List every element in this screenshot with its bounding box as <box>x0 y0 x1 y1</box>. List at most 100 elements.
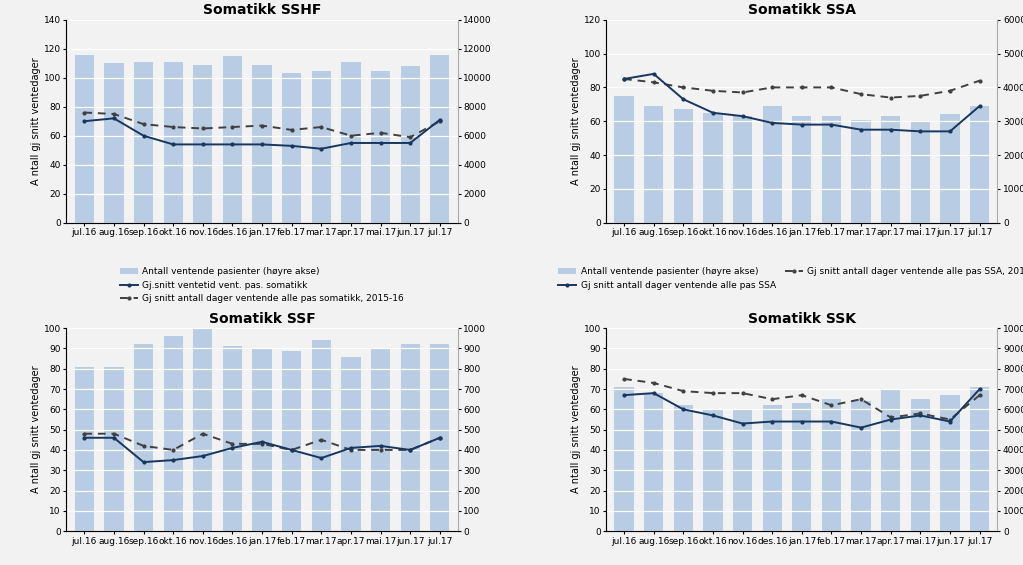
Gj snitt antall dager ventende alle pas SSF, 2015-16 <box>404 446 416 453</box>
Gj snitt antall dager ventende alle pas SSK <box>648 390 660 397</box>
Gj snitt antall dager ventende alle pas SSA <box>915 128 927 135</box>
Bar <box>615 387 633 531</box>
Gj snitt antall dager ventende alle pas SSK, 2015-16 <box>974 392 986 398</box>
Y-axis label: A ntall gj snitt ventedager: A ntall gj snitt ventedager <box>31 58 41 185</box>
Bar <box>851 401 871 531</box>
Gj snitt antall dager ventende alle pas SSK, 2015-16 <box>915 410 927 417</box>
Gj snitt antall dager ventende alle pas SSA <box>944 128 957 135</box>
Gj.snitt ventetid vent. pas. somatikk <box>345 140 357 146</box>
Bar <box>821 399 841 531</box>
Gj snitt antall dager ventende alle pas somatikk, 2015-16 <box>226 124 238 131</box>
Bar <box>970 387 989 531</box>
Bar <box>282 73 302 223</box>
Line: Gj snitt antall dager ventende alle pas SSK, 2015-16: Gj snitt antall dager ventende alle pas … <box>623 377 981 421</box>
Gj snitt antall dager ventende alle pas somatikk, 2015-16 <box>404 134 416 141</box>
Gj snitt antall dager ventende alle pas SSF <box>226 445 238 451</box>
Gj snitt antall dager ventende alle pas SSF <box>256 438 268 445</box>
Gj snitt antall dager ventende alle pas SSF, 2015-16 <box>226 441 238 447</box>
Gj snitt antall dager ventende alle pas SSF <box>404 446 416 453</box>
Gj snitt antall dager ventende alle pas SSA, 2015-16 <box>826 84 838 91</box>
Gj.snitt ventetid vent. pas. somatikk <box>107 115 120 121</box>
Gj snitt antall dager ventende alle pas SSA <box>855 127 868 133</box>
Gj.snitt ventetid vent. pas. somatikk <box>167 141 179 148</box>
Gj snitt antall dager ventende alle pas somatikk, 2015-16 <box>374 129 387 136</box>
Gj.snitt ventetid vent. pas. somatikk <box>137 132 149 139</box>
Gj snitt antall dager ventende alle pas somatikk, 2015-16 <box>196 125 209 132</box>
Gj snitt antall dager ventende alle pas SSK <box>855 424 868 431</box>
Gj.snitt ventetid vent. pas. somatikk <box>256 141 268 148</box>
Gj snitt antall dager ventende alle pas SSF, 2015-16 <box>78 431 90 437</box>
Bar <box>164 336 183 531</box>
Line: Gj snitt antall dager ventende alle pas SSF: Gj snitt antall dager ventende alle pas … <box>83 436 441 463</box>
Gj snitt antall dager ventende alle pas somatikk, 2015-16 <box>78 109 90 116</box>
Gj snitt antall dager ventende alle pas somatikk, 2015-16 <box>137 121 149 128</box>
Legend: Antall ventende pasienter (høyre akse), Gj.snitt ventetid vent. pas. somatikk, G: Antall ventende pasienter (høyre akse), … <box>117 264 408 307</box>
Gj snitt antall dager ventende alle pas SSA <box>796 121 808 128</box>
Y-axis label: A ntall gj snitt ventedager: A ntall gj snitt ventedager <box>571 366 581 493</box>
Gj snitt antall dager ventende alle pas SSF, 2015-16 <box>137 442 149 449</box>
Gj snitt antall dager ventende alle pas SSK, 2015-16 <box>826 402 838 408</box>
Legend: Antall ventende pasienter (høyre akse), Gj snitt antall dager ventende alle pas : Antall ventende pasienter (høyre akse), … <box>554 264 1023 293</box>
Bar <box>940 395 960 531</box>
Bar <box>134 345 153 531</box>
Gj snitt antall dager ventende alle pas SSK, 2015-16 <box>737 390 749 397</box>
Bar <box>193 65 213 223</box>
Bar <box>881 116 900 223</box>
Gj snitt antall dager ventende alle pas SSK <box>737 420 749 427</box>
Gj snitt antall dager ventende alle pas SSF <box>196 453 209 459</box>
Gj snitt antall dager ventende alle pas SSA, 2015-16 <box>707 88 719 94</box>
Bar <box>134 62 153 223</box>
Bar <box>792 403 811 531</box>
Gj snitt antall dager ventende alle pas SSF <box>285 446 298 453</box>
Line: Gj snitt antall dager ventende alle pas SSA: Gj snitt antall dager ventende alle pas … <box>623 72 981 133</box>
Bar <box>104 63 124 223</box>
Gj snitt antall dager ventende alle pas SSA, 2015-16 <box>944 88 957 94</box>
Gj.snitt ventetid vent. pas. somatikk <box>196 141 209 148</box>
Gj snitt antall dager ventende alle pas somatikk, 2015-16 <box>256 122 268 129</box>
Gj snitt antall dager ventende alle pas SSK, 2015-16 <box>766 396 779 403</box>
Gj snitt antall dager ventende alle pas SSK, 2015-16 <box>944 416 957 423</box>
Gj snitt antall dager ventende alle pas SSK, 2015-16 <box>677 388 690 394</box>
Bar <box>940 115 960 223</box>
Gj snitt antall dager ventende alle pas SSK <box>826 418 838 425</box>
Bar <box>342 62 360 223</box>
Bar <box>253 349 272 531</box>
Gj snitt antall dager ventende alle pas SSF, 2015-16 <box>374 446 387 453</box>
Gj.snitt ventetid vent. pas. somatikk <box>404 140 416 146</box>
Bar <box>371 349 390 531</box>
Gj snitt antall dager ventende alle pas somatikk, 2015-16 <box>285 127 298 133</box>
Bar <box>75 367 94 531</box>
Gj snitt antall dager ventende alle pas SSA <box>737 113 749 120</box>
Gj snitt antall dager ventende alle pas SSF, 2015-16 <box>315 436 327 443</box>
Bar <box>164 62 183 223</box>
Gj snitt antall dager ventende alle pas SSA, 2015-16 <box>855 91 868 98</box>
Line: Gj snitt antall dager ventende alle pas SSA, 2015-16: Gj snitt antall dager ventende alle pas … <box>623 77 981 99</box>
Gj snitt antall dager ventende alle pas SSK <box>677 406 690 413</box>
Line: Gj.snitt ventetid vent. pas. somatikk: Gj.snitt ventetid vent. pas. somatikk <box>83 117 441 150</box>
Gj snitt antall dager ventende alle pas SSA, 2015-16 <box>737 89 749 96</box>
Gj snitt antall dager ventende alle pas somatikk, 2015-16 <box>167 124 179 131</box>
Gj.snitt ventetid vent. pas. somatikk <box>374 140 387 146</box>
Gj snitt antall dager ventende alle pas SSA, 2015-16 <box>796 84 808 91</box>
Gj snitt antall dager ventende alle pas SSF, 2015-16 <box>256 441 268 447</box>
Bar <box>851 120 871 223</box>
Gj snitt antall dager ventende alle pas SSF <box>434 434 446 441</box>
Bar <box>282 350 302 531</box>
Bar <box>910 121 930 223</box>
Gj snitt antall dager ventende alle pas SSK, 2015-16 <box>796 392 808 398</box>
Bar <box>371 71 390 223</box>
Bar <box>431 55 449 223</box>
Bar <box>223 346 242 531</box>
Gj snitt antall dager ventende alle pas SSK <box>974 386 986 393</box>
Gj snitt antall dager ventende alle pas SSF <box>315 455 327 462</box>
Gj snitt antall dager ventende alle pas SSK <box>707 412 719 419</box>
Bar <box>253 65 272 223</box>
Bar <box>674 405 693 531</box>
Gj snitt antall dager ventende alle pas SSA <box>707 110 719 116</box>
Gj snitt antall dager ventende alle pas SSF <box>107 434 120 441</box>
Gj snitt antall dager ventende alle pas SSA <box>677 96 690 103</box>
Bar <box>401 66 419 223</box>
Y-axis label: A ntall gj snitt ventedager: A ntall gj snitt ventedager <box>571 58 581 185</box>
Bar <box>431 345 449 531</box>
Bar <box>615 96 633 223</box>
